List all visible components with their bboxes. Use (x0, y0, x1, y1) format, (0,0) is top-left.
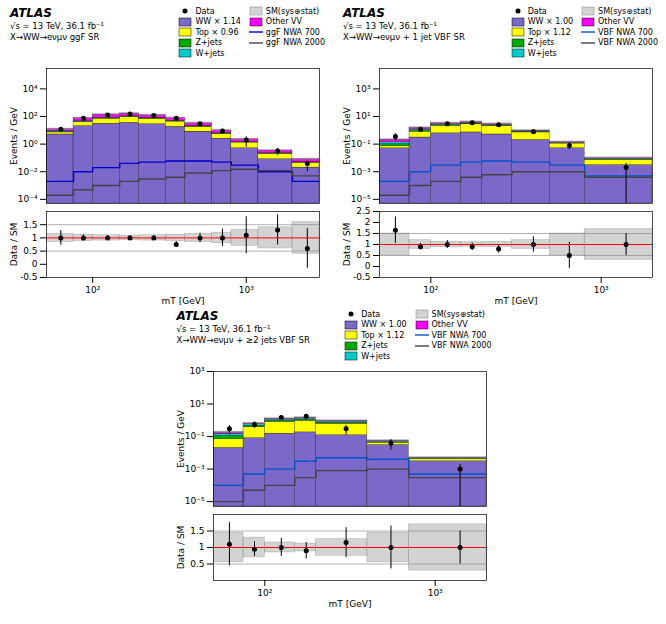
html-text:SM(sys⊕stat): SM(sys⊕stat) (431, 309, 485, 319)
html-text:ATLAS: ATLAS (176, 309, 219, 323)
svg-text:2.5: 2.5 (356, 207, 370, 216)
html-text:√s = 13 TeV, 36.1 fb⁻¹: √s = 13 TeV, 36.1 fb⁻¹ (176, 324, 271, 334)
svg-text:0: 0 (365, 261, 371, 271)
html-text:ggF NWA 700: ggF NWA 700 (265, 27, 320, 37)
svg-text:Data / SM: Data / SM (342, 223, 352, 267)
svg-text:Data / SM: Data / SM (175, 526, 185, 570)
svg-text:mT [GeV]: mT [GeV] (162, 296, 205, 306)
svg-text:10¹: 10¹ (355, 111, 370, 121)
svg-text:10²: 10² (423, 285, 438, 295)
svg-text:10²: 10² (85, 285, 100, 295)
html-text:VBF NWA 2000: VBF NWA 2000 (598, 38, 658, 48)
html-text:Other VV: Other VV (265, 17, 303, 27)
html-text:Other VV: Other VV (598, 17, 635, 27)
svg-text:-0.5: -0.5 (353, 272, 371, 282)
svg-text:10⁻⁵: 10⁻⁵ (184, 496, 204, 506)
html-text:SM(sys⊕stat): SM(sys⊕stat) (598, 6, 652, 16)
html-text:√s = 13 TeV, 36.1 fb⁻¹: √s = 13 TeV, 36.1 fb⁻¹ (10, 21, 104, 31)
svg-text:2: 2 (365, 217, 371, 227)
svg-text:0.5: 0.5 (23, 246, 37, 256)
svg-text:1: 1 (365, 239, 371, 249)
svg-text:1: 1 (198, 542, 204, 552)
svg-text:10⁻¹: 10⁻¹ (184, 431, 204, 441)
html-text:√s = 13 TeV, 36.1 fb⁻¹: √s = 13 TeV, 36.1 fb⁻¹ (343, 21, 437, 31)
svg-text:1.5: 1.5 (23, 220, 37, 230)
svg-text:Events / GeV: Events / GeV (175, 409, 185, 468)
html-text:X→WW→eνμν + 1 jet VBF SR: X→WW→eνμν + 1 jet VBF SR (343, 32, 465, 42)
svg-text:1.5: 1.5 (356, 228, 370, 238)
svg-text:10⁰: 10⁰ (22, 139, 37, 149)
svg-text:0.5: 0.5 (190, 559, 204, 569)
svg-text:10³: 10³ (239, 285, 254, 295)
html-text:VBF NWA 700: VBF NWA 700 (598, 27, 653, 37)
html-text:ATLAS: ATLAS (10, 6, 52, 20)
html-text:Z+jets: Z+jets (361, 341, 388, 351)
html-text:Z+jets: Z+jets (527, 38, 555, 48)
html-text:Data: Data (361, 309, 381, 319)
html-text:W+jets: W+jets (527, 48, 557, 58)
svg-text:10³: 10³ (355, 84, 370, 94)
html-text:VBF NWA 700: VBF NWA 700 (431, 330, 487, 340)
html-text:ggF NWA 2000: ggF NWA 2000 (265, 38, 325, 48)
svg-text:1.5: 1.5 (190, 526, 204, 536)
html-text:Other VV: Other VV (431, 320, 468, 330)
html-text:WW × 1.00: WW × 1.00 (527, 17, 574, 27)
svg-text:10⁻³: 10⁻³ (351, 167, 371, 177)
html-text:Data: Data (527, 6, 547, 16)
html-text:WW × 1.00: WW × 1.00 (361, 320, 407, 330)
svg-text:Events / GeV: Events / GeV (342, 106, 352, 165)
svg-text:10²: 10² (257, 588, 272, 598)
html-text:Top × 1.12: Top × 1.12 (527, 27, 571, 37)
svg-text:10⁻¹: 10⁻¹ (351, 139, 371, 149)
svg-text:10³: 10³ (427, 588, 442, 598)
svg-text:10⁻³: 10⁻³ (184, 464, 204, 474)
html-text:X→WW→eνμν ggF SR: X→WW→eνμν ggF SR (10, 32, 100, 42)
svg-text:0: 0 (32, 259, 38, 269)
svg-text:1: 1 (32, 233, 38, 243)
svg-text:10³: 10³ (594, 285, 609, 295)
svg-text:Data / SM: Data / SM (9, 223, 19, 267)
html-text:WW × 1.14: WW × 1.14 (195, 17, 241, 27)
html-text:W+jets: W+jets (361, 351, 391, 361)
svg-text:10⁻⁵: 10⁻⁵ (351, 194, 371, 204)
svg-text:-0.5: -0.5 (20, 272, 38, 282)
svg-text:mT [GeV]: mT [GeV] (495, 296, 538, 306)
svg-text:10⁻⁴: 10⁻⁴ (18, 194, 38, 204)
svg-text:Events / GeV: Events / GeV (9, 106, 19, 165)
svg-text:10¹: 10¹ (189, 399, 204, 409)
html-text:Z+jets: Z+jets (195, 38, 223, 48)
html-text:ATLAS: ATLAS (343, 6, 385, 20)
html-text:W+jets: W+jets (195, 48, 225, 58)
html-text:Top × 1.12: Top × 1.12 (361, 330, 405, 340)
html-text:X→WW→eνμν + ≥2 jets VBF SR: X→WW→eνμν + ≥2 jets VBF SR (176, 335, 310, 345)
svg-text:10⁴: 10⁴ (22, 84, 37, 94)
svg-text:mT [GeV]: mT [GeV] (328, 599, 371, 609)
html-text:Data: Data (195, 6, 215, 16)
html-text:VBF NWA 2000: VBF NWA 2000 (431, 341, 492, 351)
svg-text:10³: 10³ (189, 366, 204, 376)
svg-text:0.5: 0.5 (356, 250, 370, 260)
html-text:Top × 0.96: Top × 0.96 (195, 27, 239, 37)
svg-text:10⁻²: 10⁻² (18, 167, 38, 177)
html-text:SM(sys⊕stat): SM(sys⊕stat) (265, 6, 320, 16)
svg-text:10²: 10² (22, 111, 37, 121)
